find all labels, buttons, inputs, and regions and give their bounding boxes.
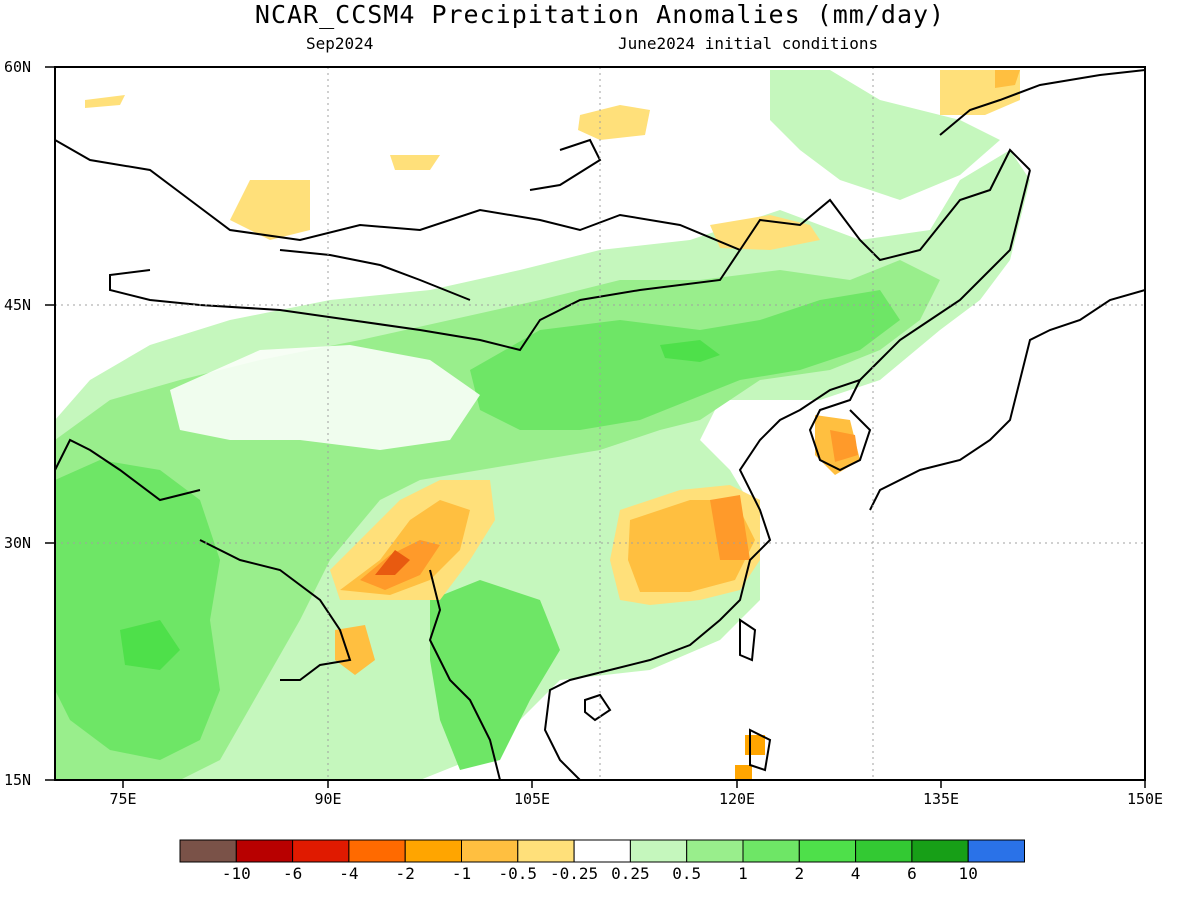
colorbar-swatch bbox=[855, 839, 913, 863]
lon-label-105e: 105E bbox=[513, 790, 551, 808]
colorbar-label: 2 bbox=[794, 864, 805, 883]
colorbar-swatch bbox=[292, 839, 350, 863]
initial-conditions: June2024 initial conditions bbox=[618, 34, 879, 53]
colorbar-swatch bbox=[348, 839, 406, 863]
colorbar-label: -10 bbox=[221, 864, 251, 883]
colorbar-label: -2 bbox=[395, 864, 415, 883]
colorbar-label: -0.25 bbox=[550, 864, 599, 883]
colorbar-swatch bbox=[517, 839, 575, 863]
colorbar-label: -0.5 bbox=[498, 864, 538, 883]
forecast-month: Sep2024 bbox=[306, 34, 374, 53]
axis-ticks bbox=[45, 66, 1146, 788]
coastlines bbox=[55, 69, 1145, 780]
graticule bbox=[55, 67, 1145, 780]
lat-label-45n: 45N bbox=[4, 296, 32, 314]
lat-label-60n: 60N bbox=[4, 58, 32, 76]
lon-label-135e: 135E bbox=[922, 790, 960, 808]
colorbar-label: -1 bbox=[451, 864, 472, 883]
lat-label-15n: 15N bbox=[4, 771, 32, 789]
lat-label-30n: 30N bbox=[4, 534, 32, 552]
map-title: NCAR_CCSM4 Precipitation Anomalies (mm/d… bbox=[254, 0, 946, 29]
colorbar-label: 0.5 bbox=[672, 864, 702, 883]
colorbar-label: 10 bbox=[958, 864, 978, 883]
colorbar-swatch bbox=[573, 839, 631, 863]
colorbar-label: -4 bbox=[339, 864, 359, 883]
colorbar-label: 4 bbox=[850, 864, 861, 883]
colorbar-swatch bbox=[629, 839, 688, 863]
colorbar-swatch bbox=[235, 839, 294, 863]
colorbar-label: 6 bbox=[907, 864, 917, 883]
anomaly-field bbox=[55, 70, 1030, 780]
colorbar-label: 0.25 bbox=[611, 864, 650, 883]
colorbar-swatch bbox=[742, 839, 800, 863]
lon-label-120e: 120E bbox=[718, 790, 756, 808]
colorbar-label: -6 bbox=[282, 864, 303, 883]
colorbar-swatch bbox=[967, 839, 1026, 863]
lon-label-75e: 75E bbox=[109, 790, 137, 808]
lon-label-90e: 90E bbox=[314, 790, 342, 808]
colorbar-swatch bbox=[461, 839, 519, 863]
colorbar-swatch bbox=[798, 839, 857, 863]
map-frame bbox=[54, 66, 1146, 781]
lon-label-150e: 150E bbox=[1126, 790, 1164, 808]
colorbar-swatch bbox=[686, 839, 744, 863]
colorbar-label: 1 bbox=[738, 864, 748, 883]
colorbar-swatch bbox=[179, 839, 237, 863]
colorbar-swatch bbox=[911, 839, 969, 863]
colorbar-swatch bbox=[404, 839, 463, 863]
